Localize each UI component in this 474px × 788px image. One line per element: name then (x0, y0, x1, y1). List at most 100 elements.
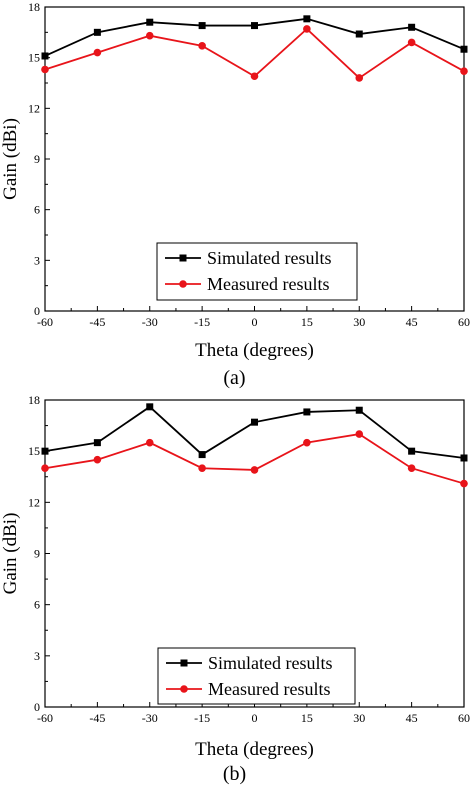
data-point (355, 30, 363, 38)
legend-label: Simulated results (208, 653, 333, 673)
data-point (460, 67, 468, 75)
legend-item-measured: Measured results (165, 274, 329, 294)
x-tick-label: -45 (89, 711, 105, 725)
data-point (198, 42, 206, 50)
y-tick-label: 9 (34, 547, 40, 561)
x-tick-label: 0 (252, 711, 258, 725)
x-axis-title: Theta (degrees) (195, 739, 314, 760)
y-tick-label: 9 (34, 152, 40, 166)
data-point (146, 18, 154, 26)
panel-caption: (b) (223, 763, 246, 785)
series-line (44, 27, 465, 80)
legend-label: Measured results (207, 274, 329, 294)
y-tick-label: 3 (34, 253, 40, 267)
data-point (355, 430, 364, 438)
legend-marker (180, 685, 188, 693)
series-simulated (41, 15, 468, 60)
data-point (251, 418, 258, 426)
x-tick-label: -60 (37, 711, 53, 725)
legend: Simulated results Measured results (157, 647, 356, 705)
x-tick-label: 45 (406, 315, 418, 329)
y-tick-label: 15 (28, 444, 40, 458)
x-tick-label: 45 (406, 711, 418, 725)
data-point (460, 454, 468, 462)
data-point (93, 48, 102, 57)
legend-label: Measured results (208, 679, 330, 699)
legend-marker (179, 254, 187, 262)
chart-panel-a: -60 -45 -30 -15 0 15 30 45 60 0 3 6 9 12 15 18 Theta (de… (0, 0, 470, 389)
y-tick-label: 18 (28, 0, 40, 14)
x-tick-label: 30 (353, 315, 365, 329)
data-point (460, 479, 468, 488)
chart-panel-b: -60 -45 -30 -15 0 15 30 45 60 0 3 6 9 12 15 18 Theta (de… (0, 393, 470, 785)
data-point (41, 464, 49, 473)
data-point (250, 466, 259, 474)
x-tick-label: -30 (142, 711, 158, 725)
y-tick-label: 15 (28, 51, 40, 65)
y-axis-title: Gain (dBi) (0, 513, 21, 595)
y-tick-label: 0 (34, 304, 40, 318)
data-point (408, 23, 416, 31)
x-tick-label: -30 (142, 315, 158, 329)
legend-item-simulated: Simulated results (165, 248, 332, 268)
data-point (41, 447, 49, 455)
data-point (145, 438, 154, 447)
legend-marker (180, 659, 188, 667)
data-point (407, 464, 416, 473)
y-tick-label: 12 (28, 495, 40, 509)
x-tick-label: -60 (37, 315, 53, 329)
panel-caption: (a) (223, 367, 245, 389)
legend-box (157, 647, 356, 705)
series-simulated (41, 403, 468, 462)
y-tick-label: 0 (34, 700, 40, 714)
data-point (303, 408, 311, 416)
y-tick-label: 12 (28, 101, 40, 115)
data-point (93, 28, 101, 36)
legend-label: Simulated results (207, 248, 332, 268)
x-tick-label: -15 (194, 315, 210, 329)
data-point (303, 25, 311, 33)
data-point (407, 38, 416, 47)
data-point (355, 406, 363, 414)
data-point (93, 455, 102, 464)
data-point (93, 439, 101, 447)
legend-box (156, 242, 358, 301)
data-point (41, 65, 49, 74)
series-line (44, 405, 465, 459)
data-point (303, 438, 311, 447)
y-tick-label: 6 (34, 598, 40, 612)
x-tick-label: 60 (458, 315, 470, 329)
data-point (251, 22, 258, 30)
data-point (198, 451, 206, 459)
legend: Simulated results Measured results (156, 242, 358, 301)
x-tick-label: 15 (301, 711, 313, 725)
data-point (145, 31, 154, 40)
x-tick-label: 0 (252, 315, 258, 329)
x-tick-label: 60 (458, 711, 470, 725)
x-tick-label: 30 (353, 711, 365, 725)
y-tick-label: 18 (28, 393, 40, 407)
legend-item-measured: Measured results (166, 679, 330, 699)
data-point (146, 403, 154, 411)
x-axis-title: Theta (degrees) (195, 340, 314, 361)
data-point (250, 72, 259, 81)
legend-marker (179, 280, 187, 288)
data-point (460, 45, 468, 53)
x-tick-label: 15 (301, 315, 313, 329)
series-line (44, 433, 465, 485)
x-tick-label: -45 (89, 315, 105, 329)
series-measured (41, 25, 468, 82)
legend-item-simulated: Simulated results (166, 653, 333, 673)
data-point (41, 52, 49, 60)
data-point (198, 464, 206, 473)
y-tick-label: 3 (34, 649, 40, 663)
data-point (355, 74, 364, 82)
data-point (408, 447, 416, 455)
y-axis-title: Gain (dBi) (0, 118, 21, 200)
data-point (198, 22, 206, 30)
series-measured (41, 430, 468, 488)
y-tick-label: 6 (34, 203, 40, 217)
x-tick-label: -15 (194, 711, 210, 725)
data-point (303, 15, 311, 23)
